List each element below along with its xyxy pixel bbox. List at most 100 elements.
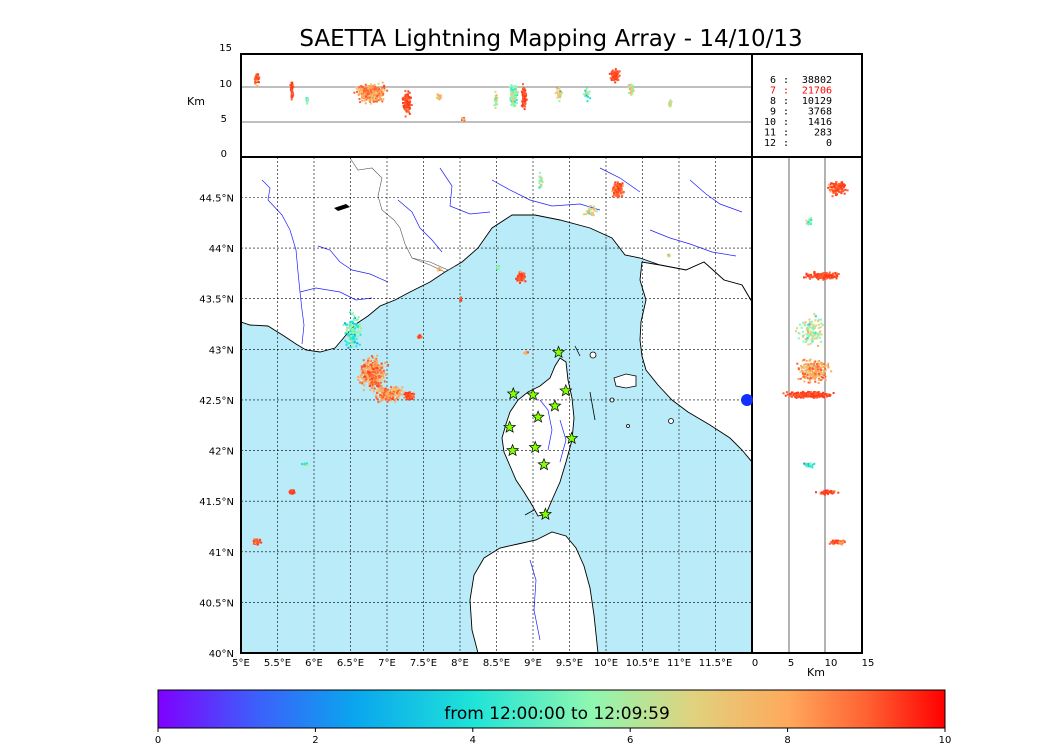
lightning-source xyxy=(523,352,526,355)
side-source xyxy=(834,275,837,278)
lightning-source xyxy=(412,395,415,398)
lightning-source xyxy=(380,388,382,391)
altitude-source xyxy=(306,101,309,104)
lightning-source xyxy=(361,371,364,374)
lightning-source xyxy=(614,194,617,197)
side-source xyxy=(843,192,846,195)
lightning-source xyxy=(384,373,387,376)
side-source xyxy=(809,342,812,345)
altitude-source xyxy=(461,117,464,120)
side-source xyxy=(840,541,843,544)
side-source xyxy=(810,369,813,372)
altitude-source xyxy=(379,89,382,91)
lightning-source xyxy=(373,375,376,378)
source-count: 21706 xyxy=(802,86,832,97)
side-source xyxy=(808,318,811,321)
altitude-source xyxy=(289,84,292,87)
altitude-source xyxy=(364,83,367,86)
altitude-source xyxy=(369,93,372,96)
side-source xyxy=(833,541,836,544)
altitude-source xyxy=(615,75,618,77)
separator: : xyxy=(783,117,789,128)
altitude-source xyxy=(522,83,524,86)
altitude-source xyxy=(436,93,439,96)
lightning-source xyxy=(369,373,372,376)
side-source xyxy=(809,363,812,366)
lightning-source xyxy=(373,370,376,373)
colorbar-tick-label: 2 xyxy=(312,735,318,746)
lightning-source xyxy=(354,327,357,330)
side-source xyxy=(831,195,834,198)
altitude-source xyxy=(374,93,377,96)
side-source xyxy=(830,490,833,493)
lightning-source xyxy=(399,389,402,392)
side-source xyxy=(810,326,813,329)
side-source xyxy=(820,361,823,364)
altitude-source xyxy=(494,95,497,98)
altitude-source xyxy=(364,90,367,93)
side-source xyxy=(817,319,820,322)
lightning-source xyxy=(376,397,379,400)
lightning-source xyxy=(410,394,413,397)
side-source xyxy=(834,192,837,195)
altitude-source xyxy=(403,98,406,101)
side-source xyxy=(820,276,823,279)
star-icon xyxy=(531,410,545,423)
lightning-source xyxy=(348,336,351,339)
side-source xyxy=(795,392,798,395)
lightning-source xyxy=(386,390,389,393)
altitude-source xyxy=(436,95,439,98)
lightning-source xyxy=(376,364,379,367)
lightning-source xyxy=(593,210,596,212)
lightning-source xyxy=(367,377,370,380)
altitude-source xyxy=(559,90,562,93)
altitude-source xyxy=(522,96,524,99)
side-source xyxy=(814,380,817,383)
side-source xyxy=(806,328,809,331)
lightning-source xyxy=(376,385,379,387)
side-source xyxy=(805,359,808,362)
lightning-source xyxy=(613,183,616,186)
side-source xyxy=(809,277,812,280)
source-count: 283 xyxy=(814,128,832,139)
side-source xyxy=(816,332,819,335)
side-source xyxy=(817,273,820,276)
lightning-source xyxy=(382,398,385,401)
altitude-source xyxy=(403,107,406,110)
side-source xyxy=(810,273,812,276)
lightning-source xyxy=(362,365,365,368)
altitude-source xyxy=(632,87,635,90)
side-source xyxy=(829,183,832,186)
side-tick: 5 xyxy=(788,658,794,669)
lightning-source xyxy=(397,396,400,399)
side-source xyxy=(833,188,836,191)
lightning-source xyxy=(356,331,359,334)
side-source xyxy=(803,462,806,465)
altitude-source xyxy=(377,94,380,97)
altitude-source xyxy=(523,98,526,101)
lightning-source xyxy=(356,330,359,333)
lightning-source xyxy=(386,388,389,391)
side-source xyxy=(838,541,841,544)
altitude-source xyxy=(521,99,524,101)
lightning-source xyxy=(383,372,386,375)
lightning-source xyxy=(253,538,256,541)
side-source xyxy=(822,273,824,276)
side-source xyxy=(820,322,823,325)
altitude-source xyxy=(615,72,618,75)
altitude-source xyxy=(611,69,614,72)
lightning-source xyxy=(406,397,408,400)
colorbar-bar xyxy=(157,689,946,729)
lightning-source xyxy=(381,397,384,400)
lightning-source xyxy=(586,211,589,214)
lightning-source xyxy=(289,489,292,492)
side-source xyxy=(841,541,844,544)
side-source xyxy=(818,394,821,397)
coast-line xyxy=(589,391,596,421)
lightning-source xyxy=(367,366,370,369)
lightning-source xyxy=(379,384,382,387)
side-source xyxy=(836,540,839,543)
lightning-source xyxy=(372,385,375,388)
lightning-source xyxy=(374,381,377,384)
side-source xyxy=(822,395,825,397)
